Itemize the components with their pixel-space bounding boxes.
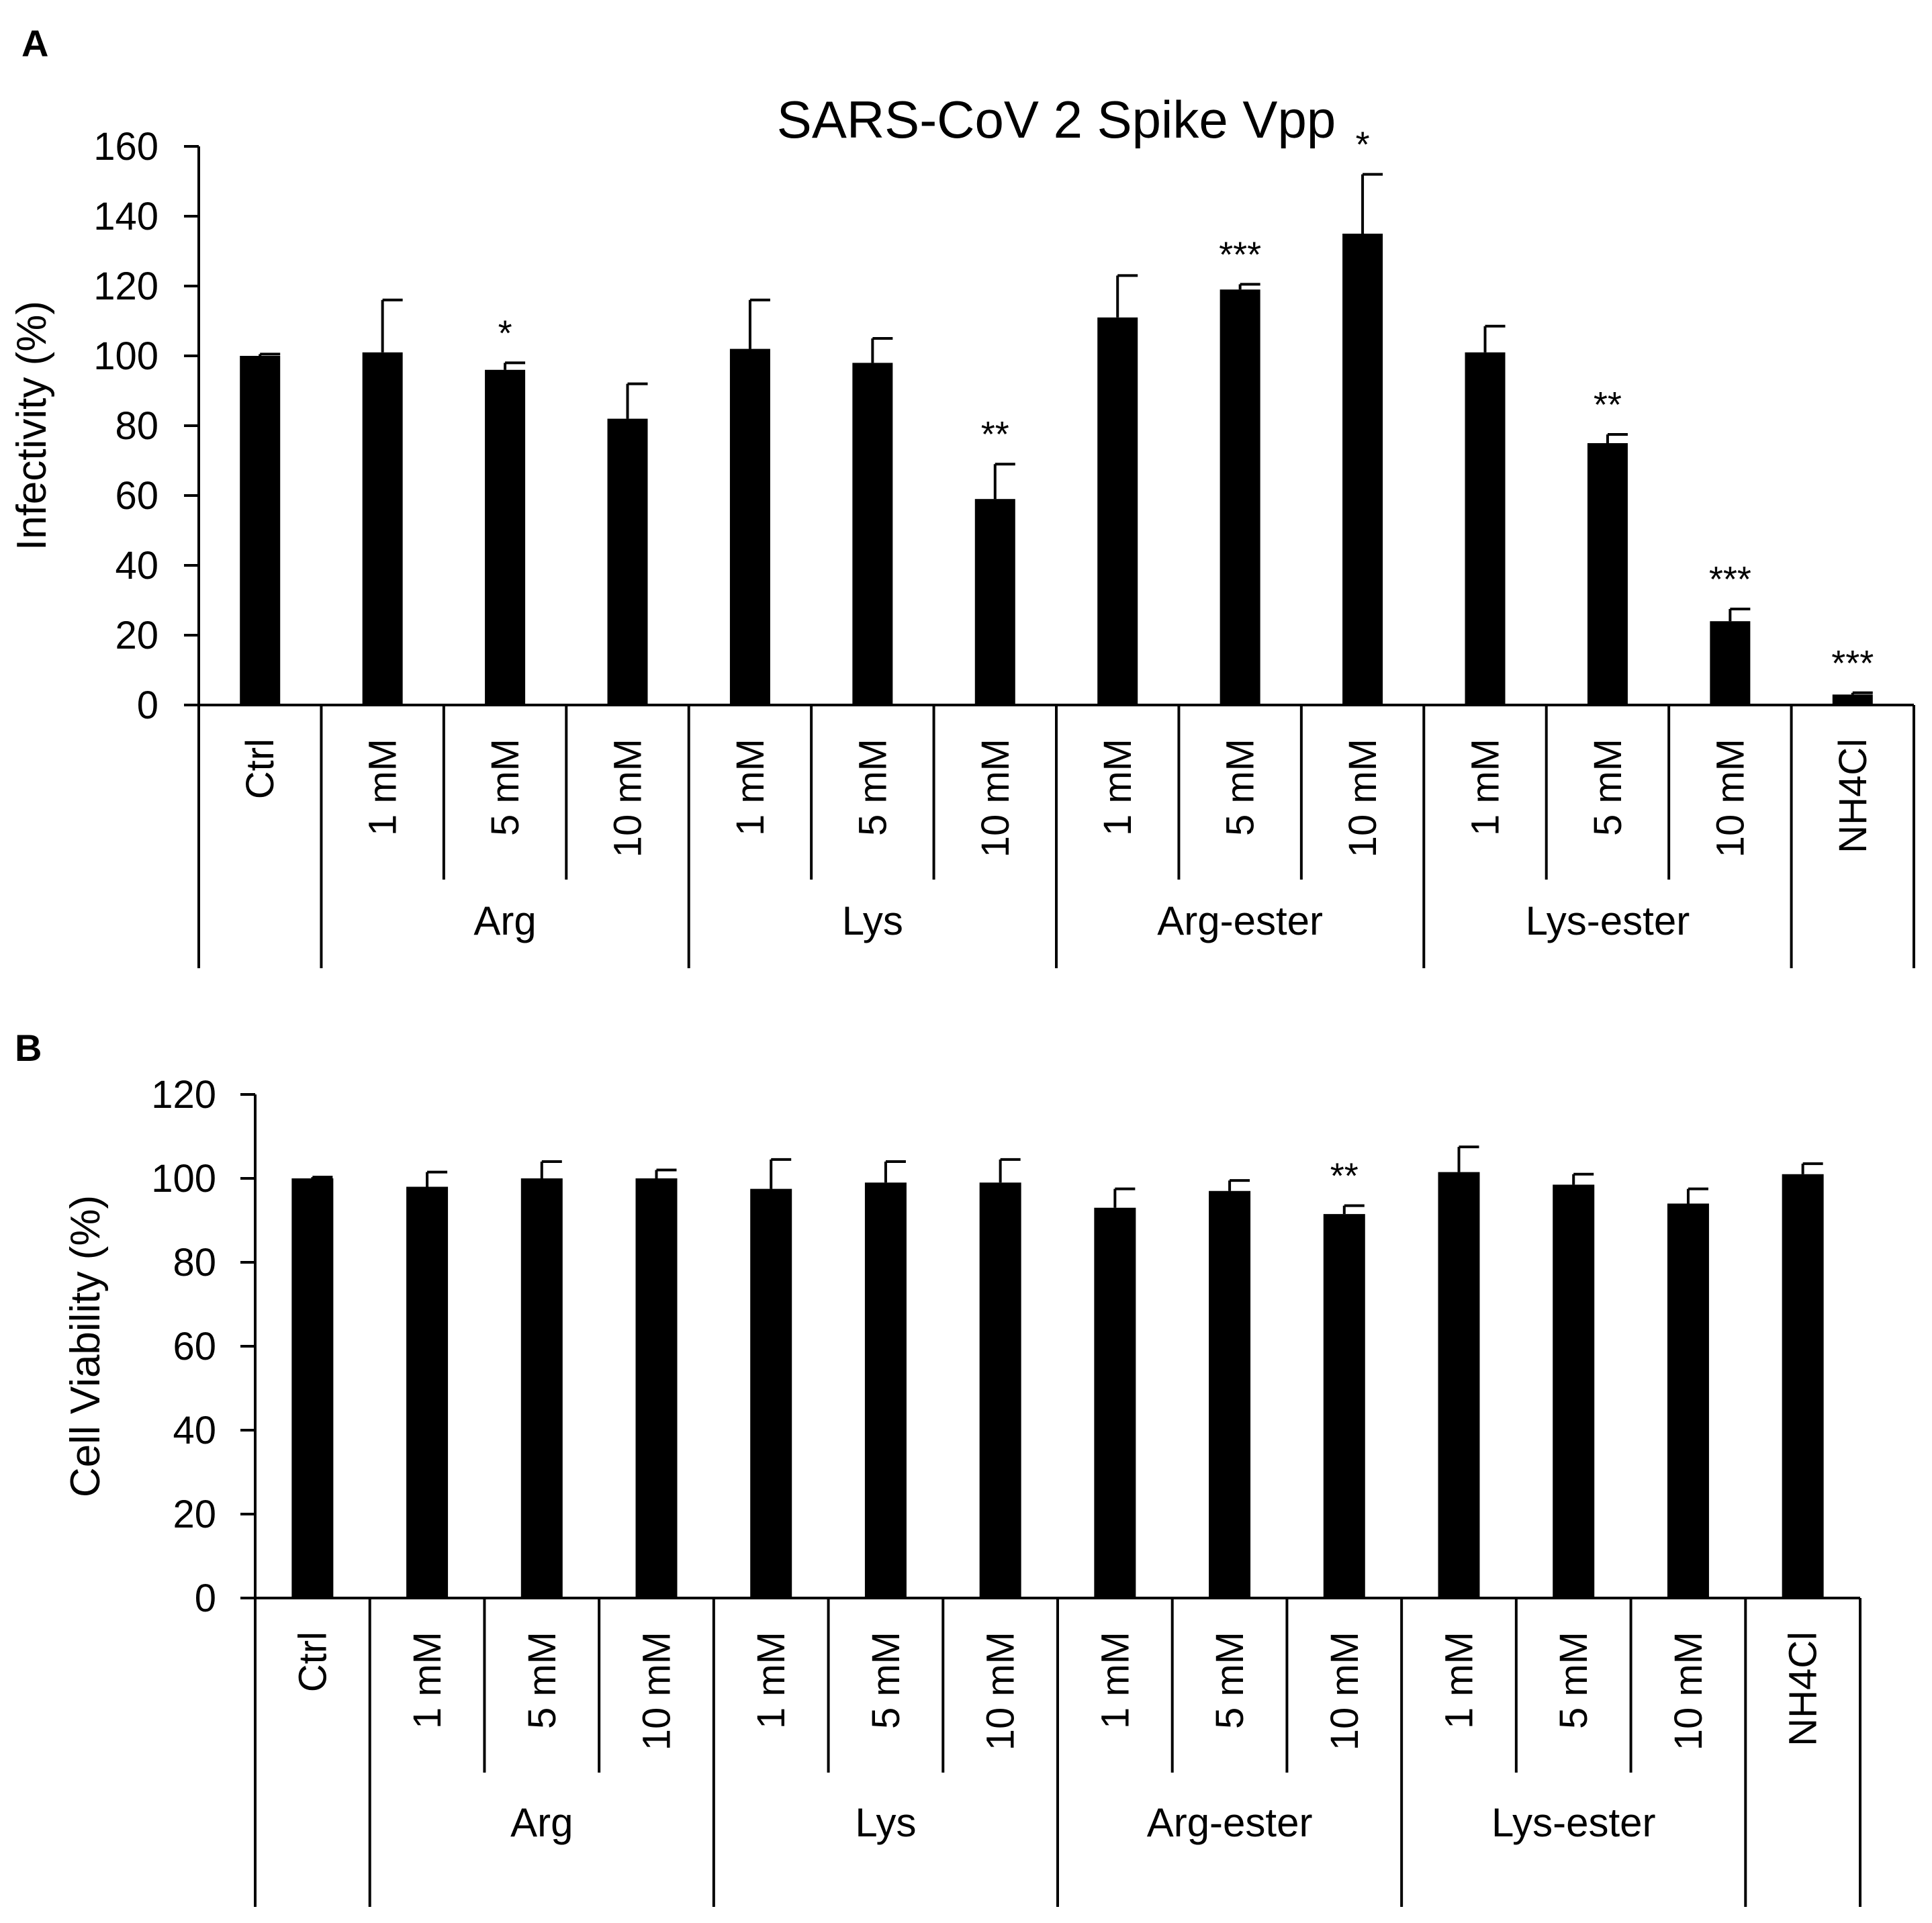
chart-a-category-label-4: 1 mM [729,739,772,836]
chart-b-y-tick-label: 80 [173,1241,216,1284]
chart-a-category-label-8: 5 mM [1219,739,1262,836]
chart-b-significance-9: ** [1330,1156,1359,1197]
chart-a-category-label-7: 1 mM [1096,739,1140,836]
chart-a-category-label-2: 5 mM [484,739,527,836]
chart-a-y-tick-label: 80 [115,404,158,448]
chart-b-category-label-0: Ctrl [291,1632,334,1692]
chart-b-category-label-13: NH4Cl [1782,1632,1825,1746]
chart-a-significance-9: * [1356,125,1370,165]
chart-b-bar-11 [1553,1184,1595,1598]
chart-a-bar-4 [729,348,770,705]
chart-b-y-tick-label: 40 [173,1409,216,1452]
chart-a-y-tick-label: 0 [137,684,158,727]
chart-b-bar-12 [1667,1203,1709,1598]
chart-a-significance-11: ** [1594,385,1622,425]
chart-a-y-tick-label: 100 [93,334,158,378]
chart-b-category-label-3: 10 mM [635,1632,679,1750]
chart-a-significance-6: ** [981,414,1009,455]
chart-b-y-tick-label: 120 [151,1073,216,1117]
chart-a-category-label-3: 10 mM [606,739,650,857]
chart-b-category-label-10: 1 mM [1438,1632,1481,1729]
chart-a-y-tick-label: 20 [115,614,158,657]
chart-b-bar-6 [979,1182,1021,1598]
chart-b-y-tick-label: 100 [151,1157,216,1201]
chart-a-group-label-3: Arg-ester [1157,898,1323,943]
chart-a-category-label-9: 10 mM [1341,739,1385,857]
chart-a-category-label-10: 1 mM [1464,739,1508,836]
chart-a-y-tick-label: 140 [93,195,158,238]
chart-a-y-axis-label: Infectivity (%) [9,301,55,551]
chart-b-bar-13 [1782,1174,1824,1598]
chart-a-bar-8 [1220,289,1260,705]
chart-b-y-tick-label: 20 [173,1493,216,1536]
chart-a-bar-2 [485,369,526,705]
chart-b-bar-8 [1209,1190,1251,1598]
chart-b-group-label-2: Lys [855,1800,916,1845]
panel-letter-b: B [15,1027,42,1069]
chart-a-group-label-4: Lys-ester [1526,898,1690,943]
chart-a-bar-1 [362,352,403,705]
chart-b-group-label-4: Lys-ester [1491,1800,1656,1845]
chart-b-bar-10 [1438,1172,1480,1598]
chart-b-y-axis-label: Cell Viability (%) [62,1195,109,1497]
chart-a-significance-12: *** [1709,559,1751,600]
chart-a-bar-3 [607,418,648,705]
chart-a-bar-5 [852,363,893,705]
chart-b-category-label-1: 1 mM [406,1632,449,1729]
chart-b-category-label-8: 5 mM [1208,1632,1252,1729]
chart-b-category-label-7: 1 mM [1093,1632,1137,1729]
chart-a-title: SARS-CoV 2 Spike Vpp [777,90,1336,149]
chart-b-category-label-5: 5 mM [864,1632,908,1729]
chart-a-significance-8: *** [1219,234,1261,275]
chart-b-bar-0 [291,1178,334,1598]
chart-a-significance-2: * [498,313,512,353]
chart-a-y-tick-label: 120 [93,265,158,308]
panel-letter-a: A [21,22,48,64]
chart-a-category-label-1: 1 mM [361,739,405,836]
chart-b-bar-4 [750,1188,792,1598]
chart-a-bar-11 [1587,443,1628,705]
chart-a-group-label-1: Arg [473,898,536,943]
chart-a-group-label-2: Lys [842,898,903,943]
chart-a-bar-10 [1465,352,1506,705]
chart-b-group-label-1: Arg [510,1800,573,1845]
chart-a-bar-0 [240,356,281,705]
chart-a-category-label-12: 10 mM [1708,739,1752,857]
chart-b-bar-9 [1323,1214,1365,1598]
chart-a-category-label-6: 10 mM [974,739,1017,857]
chart-b-category-label-4: 1 mM [749,1632,793,1729]
chart-a-bar-9 [1342,234,1383,705]
chart-b-bar-5 [864,1182,907,1598]
chart-b: 0 20 40 60 80 100 120 Cell Viability (%) Ctrl 1 m… [62,1073,1861,1907]
chart-b-category-label-9: 10 mM [1323,1632,1367,1750]
chart-a: SARS-CoV 2 Spike Vpp 0 20 40 60 80 100 120 140 16… [9,90,1915,968]
chart-a-bar-6 [974,499,1015,705]
chart-a-bar-7 [1097,317,1138,705]
chart-b-bar-2 [520,1178,563,1598]
chart-b-category-label-12: 10 mM [1667,1632,1710,1750]
chart-a-significance-13: *** [1831,643,1874,684]
chart-b-group-label-3: Arg-ester [1147,1800,1313,1845]
chart-a-category-label-0: Ctrl [238,739,282,799]
chart-a-category-label-5: 5 mM [851,739,894,836]
chart-a-category-label-13: NH4Cl [1831,739,1875,853]
chart-a-y-tick-label: 60 [115,474,158,518]
chart-b-y-tick-label: 60 [173,1325,216,1368]
chart-a-y-tick-label: 160 [93,125,158,169]
chart-b-y-tick-label: 0 [195,1577,216,1620]
chart-b-category-label-6: 10 mM [979,1632,1023,1750]
chart-a-bar-13 [1832,694,1873,705]
chart-a-bar-12 [1710,621,1751,705]
chart-b-category-label-2: 5 mM [520,1632,564,1729]
chart-b-bar-1 [406,1186,449,1598]
chart-b-bar-7 [1094,1207,1136,1598]
chart-b-category-label-11: 5 mM [1552,1632,1596,1729]
chart-b-bar-3 [635,1178,678,1598]
chart-a-category-label-11: 5 mM [1586,739,1630,836]
chart-a-y-tick-label: 40 [115,544,158,588]
